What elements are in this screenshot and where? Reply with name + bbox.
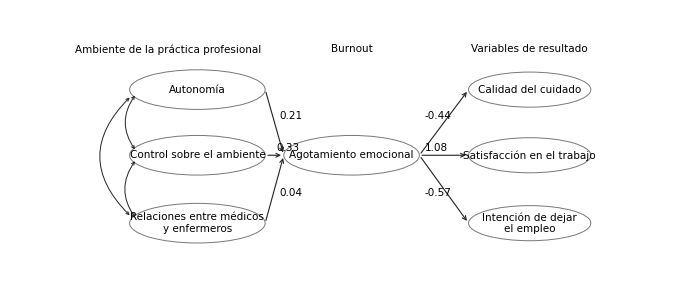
Text: 0.21: 0.21 bbox=[280, 111, 303, 121]
Text: 0.33: 0.33 bbox=[276, 143, 299, 153]
Text: -0.57: -0.57 bbox=[425, 188, 452, 198]
Text: Variables de resultado: Variables de resultado bbox=[471, 44, 588, 54]
FancyArrowPatch shape bbox=[99, 98, 129, 215]
Ellipse shape bbox=[469, 206, 591, 241]
FancyArrowPatch shape bbox=[126, 96, 134, 148]
Ellipse shape bbox=[469, 72, 591, 107]
FancyArrowPatch shape bbox=[125, 162, 134, 216]
Text: Agotamiento emocional: Agotamiento emocional bbox=[289, 150, 414, 160]
Ellipse shape bbox=[130, 136, 265, 175]
Text: Relaciones entre médicos
y enfermeros: Relaciones entre médicos y enfermeros bbox=[130, 212, 264, 234]
Text: Burnout: Burnout bbox=[331, 44, 372, 54]
Ellipse shape bbox=[130, 70, 265, 109]
Text: Intención de dejar
el empleo: Intención de dejar el empleo bbox=[482, 212, 577, 234]
Text: Calidad del cuidado: Calidad del cuidado bbox=[478, 85, 581, 95]
Text: Control sobre el ambiente: Control sobre el ambiente bbox=[130, 150, 265, 160]
Ellipse shape bbox=[469, 138, 591, 173]
Ellipse shape bbox=[130, 203, 265, 243]
Ellipse shape bbox=[284, 136, 419, 175]
Text: Autonomía: Autonomía bbox=[169, 85, 226, 95]
Text: Ambiente de la práctica profesional: Ambiente de la práctica profesional bbox=[75, 44, 261, 55]
Text: 0.04: 0.04 bbox=[280, 188, 303, 198]
Text: -0.44: -0.44 bbox=[425, 111, 452, 121]
Text: 1.08: 1.08 bbox=[425, 143, 448, 153]
Text: Satisfacción en el trabajo: Satisfacción en el trabajo bbox=[463, 150, 596, 161]
